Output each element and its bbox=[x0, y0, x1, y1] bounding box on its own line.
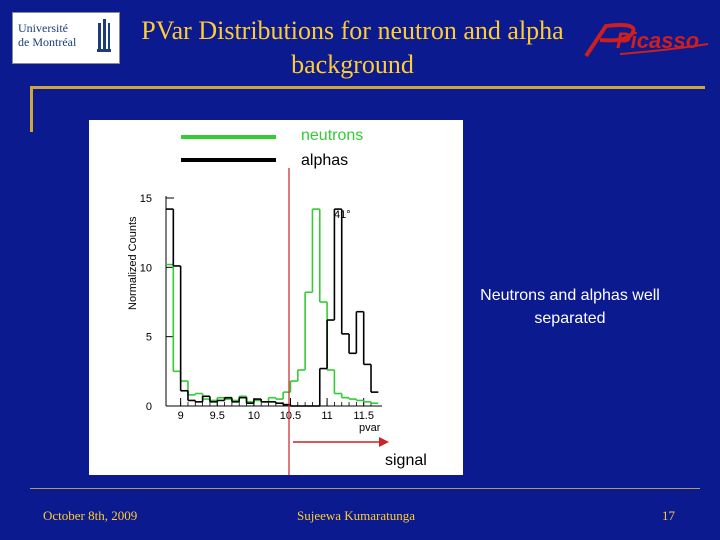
picasso-logo: Picasso bbox=[584, 23, 709, 58]
y-tick-label: 10 bbox=[140, 262, 152, 274]
separation-note: Neutrons and alphas well separated bbox=[480, 287, 660, 327]
signal-arrow-head bbox=[379, 437, 389, 447]
chart-legend: neutrons alphas bbox=[181, 127, 363, 169]
logo-line-1: Université bbox=[18, 21, 68, 35]
legend-neutrons-label: neutrons bbox=[301, 127, 363, 144]
y-tick-label: 0 bbox=[146, 401, 152, 413]
chart-axes: 0 5 10 15 9 9.5 10 10.5 11 11.5 bbox=[140, 193, 382, 422]
footer-rule bbox=[30, 488, 700, 489]
title-rule-left bbox=[30, 86, 33, 132]
chart-series bbox=[166, 208, 379, 407]
footer-author: Sujeewa Kumaratunga bbox=[297, 508, 416, 523]
chart-panel: neutrons alphas Normalized Counts pvar 4… bbox=[89, 120, 463, 475]
x-tick-label: 11.5 bbox=[353, 410, 374, 422]
pvar-histogram: neutrons alphas Normalized Counts pvar 4… bbox=[127, 127, 427, 475]
y-axis-label: Normalized Counts bbox=[127, 216, 139, 310]
tower-icon bbox=[97, 19, 111, 52]
x-tick-label: 9 bbox=[178, 410, 184, 422]
title-rule bbox=[30, 86, 705, 89]
footer-page-number: 17 bbox=[662, 508, 675, 523]
x-tick-label: 10.5 bbox=[280, 410, 301, 422]
logo-text: Université de Montréal bbox=[18, 21, 76, 49]
y-tick-label: 15 bbox=[140, 193, 152, 205]
x-tick-label: 11 bbox=[321, 410, 332, 422]
signal-label: signal bbox=[385, 452, 427, 469]
x-tick-label: 10 bbox=[248, 410, 260, 422]
picasso-wordmark: Picasso bbox=[616, 28, 699, 53]
x-tick-label: 9.5 bbox=[210, 410, 225, 422]
universite-de-montreal-logo: Université de Montréal bbox=[12, 12, 120, 64]
y-tick-label: 5 bbox=[146, 332, 152, 344]
legend-alphas-label: alphas bbox=[301, 152, 348, 169]
series-neutrons bbox=[166, 208, 379, 405]
footer-date: October 8th, 2009 bbox=[43, 508, 138, 523]
logo-line-2: de Montréal bbox=[18, 35, 77, 49]
series-alphas bbox=[166, 208, 379, 407]
slide-title: PVar Distributions for neutron and alpha… bbox=[141, 16, 564, 79]
x-axis-label: pvar bbox=[359, 422, 381, 434]
